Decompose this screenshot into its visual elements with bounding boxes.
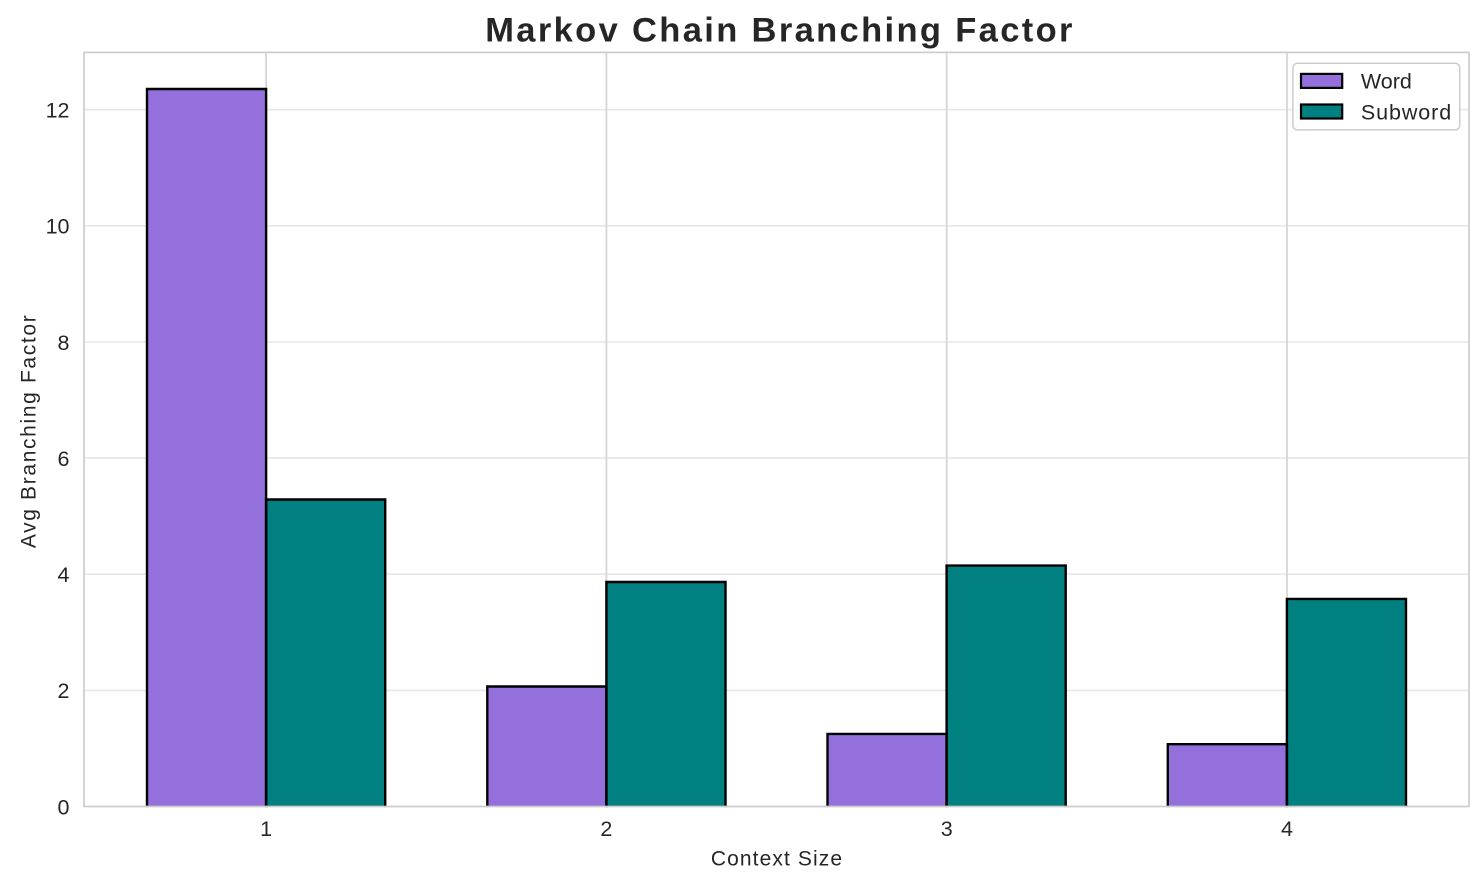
svg-text:4: 4 [1281, 817, 1293, 841]
svg-text:6: 6 [58, 447, 70, 471]
svg-text:Markov Chain Branching Factor: Markov Chain Branching Factor [485, 12, 1075, 50]
svg-text:1: 1 [260, 817, 272, 841]
svg-text:3: 3 [941, 817, 953, 841]
svg-text:Subword: Subword [1361, 100, 1452, 124]
svg-text:Word: Word [1361, 70, 1412, 94]
svg-text:10: 10 [46, 215, 70, 239]
svg-text:8: 8 [58, 331, 70, 355]
svg-text:Context Size: Context Size [711, 848, 843, 871]
svg-text:0: 0 [58, 795, 70, 819]
svg-text:12: 12 [46, 99, 70, 123]
svg-text:2: 2 [58, 679, 70, 703]
svg-text:Avg Branching Factor: Avg Branching Factor [18, 314, 41, 549]
svg-text:4: 4 [58, 563, 70, 587]
svg-text:2: 2 [600, 817, 612, 841]
